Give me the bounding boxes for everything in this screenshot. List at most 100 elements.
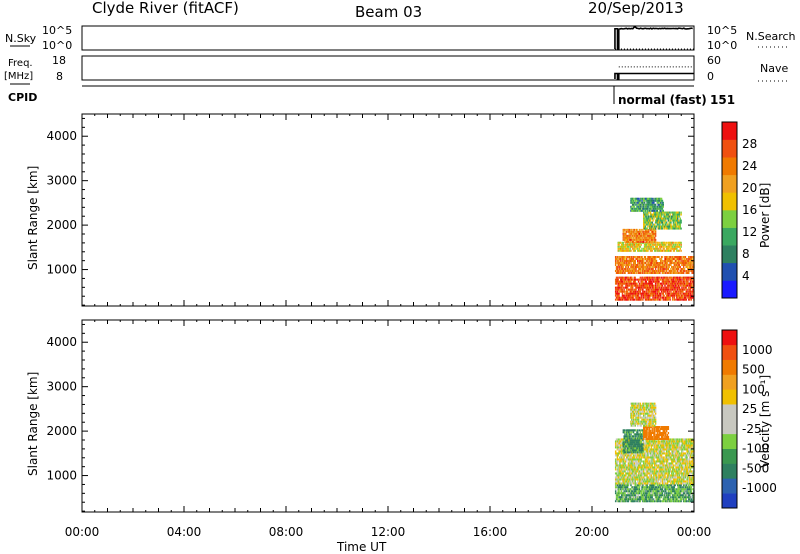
data-cell [644,492,647,495]
data-cell [620,276,622,279]
data-cell [616,494,619,497]
data-cell [682,484,685,487]
data-cell [631,450,633,453]
data-cell [678,474,681,477]
data-cell [678,272,681,274]
data-cell [615,454,618,457]
data-cell [661,272,664,274]
data-cell [633,292,636,295]
data-cell [637,488,640,491]
data-cell [663,448,665,451]
data-cell [620,258,622,260]
data-cell [654,215,656,218]
data-cell [626,468,629,471]
data-cell [661,440,664,443]
data-cell [644,209,647,212]
data-cell [660,444,663,447]
data-cell [672,456,675,459]
data-cell [645,205,647,208]
data-cell [646,201,648,204]
data-cell [664,225,666,228]
data-cell [651,260,653,262]
nsky-tick-left-bottom: 10^0 [42,39,72,52]
data-cell [643,500,645,503]
data-cell [673,494,676,497]
data-cell [665,288,668,291]
data-cell [685,498,687,501]
data-cell [677,478,680,481]
data-cell [630,201,632,204]
data-cell [671,288,673,291]
data-cell [667,446,670,449]
data-cell [652,245,654,248]
data-cell [622,270,625,272]
data-cell [683,472,686,475]
data-cell [626,482,628,485]
data-cell [615,280,618,283]
data-cell [626,264,629,266]
data-cell [617,492,619,495]
data-cell [685,290,687,293]
data-cell [678,486,681,489]
data-cell [678,476,681,479]
data-cell [620,498,622,501]
data-cell [621,258,624,260]
data-cell [618,442,620,445]
data-cell [643,498,646,501]
data-cell [689,262,692,264]
data-cell [621,296,624,299]
data-cell [626,270,629,272]
data-cell [680,227,682,230]
data-cell [670,484,672,487]
data-cell [682,282,685,285]
data-cell [629,240,631,243]
data-cell [682,286,685,289]
data-cell [650,245,653,248]
data-cell [688,296,691,299]
data-cell [657,470,659,473]
data-cell [619,468,621,471]
data-cell [683,442,686,445]
data-cell [630,232,632,235]
data-cell [686,294,688,297]
data-cell [687,484,689,487]
data-cell [682,440,684,443]
data-cell [679,223,681,226]
data-cell [649,484,652,487]
data-cell [667,440,670,443]
data-cell [674,438,676,441]
data-cell [661,241,664,244]
data-cell [636,264,638,266]
data-cell [659,460,661,463]
data-cell [625,442,627,445]
data-cell [690,282,693,285]
data-cell [626,496,628,499]
data-cell [630,209,632,212]
data-cell [614,472,617,475]
data-cell [659,500,661,503]
data-cell [630,292,632,295]
data-cell [644,270,647,272]
data-cell [660,488,662,491]
data-cell [656,496,659,499]
data-cell [643,215,645,218]
data-cell [655,450,658,453]
data-cell [634,197,636,200]
data-cell [686,260,688,262]
data-cell [680,290,682,293]
data-cell [654,272,657,274]
data-cell [682,276,685,279]
data-cell [658,201,660,204]
data-cell [643,230,646,233]
data-cell [641,456,643,459]
data-cell [643,290,645,293]
data-cell [637,286,640,289]
data-cell [687,282,689,285]
data-cell [679,280,681,283]
data-cell [650,215,653,218]
data-cell [681,474,683,477]
data-cell [654,272,656,274]
data-cell [637,266,640,268]
data-cell [643,223,645,226]
data-cell [631,464,633,467]
